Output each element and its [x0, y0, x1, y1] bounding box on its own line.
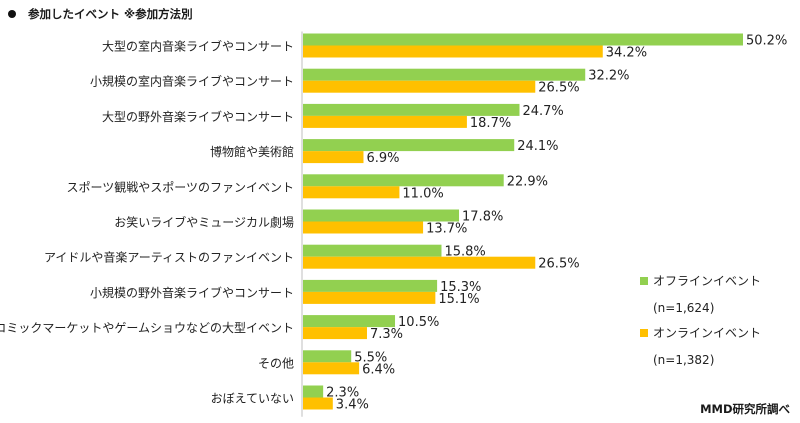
bar-online [303, 291, 436, 304]
bullet-icon [8, 10, 16, 18]
data-label-offline: 15.3% [440, 280, 481, 295]
data-label-offline: 24.7% [522, 104, 563, 119]
bar-online [303, 397, 333, 410]
category-label: コミックマーケットやゲームショウなどの大型イベント [0, 321, 294, 335]
category-label: アイドルや音楽アーティストのファンイベント [44, 250, 294, 265]
bar-online [303, 115, 467, 128]
data-label-offline: 22.9% [507, 174, 548, 189]
data-label-offline: 32.2% [588, 69, 629, 84]
category-label: 小規模の室内音楽ライブやコンサート [90, 74, 294, 89]
data-label-online: 11.0% [402, 186, 443, 201]
bar-offline [303, 139, 515, 152]
data-label-online: 3.4% [336, 398, 369, 413]
data-label-online: 7.3% [370, 327, 403, 342]
data-label-offline: 15.8% [444, 245, 485, 260]
data-label-online: 13.7% [426, 222, 467, 237]
bar-online [303, 256, 536, 269]
bar-offline [303, 209, 460, 222]
data-label-online: 34.2% [606, 46, 647, 61]
bar-online [303, 151, 364, 164]
bar-online [303, 45, 603, 58]
bar-online [303, 362, 360, 375]
data-label-offline: 2.3% [326, 386, 359, 401]
legend-n-offline: (n=1,624) [653, 301, 714, 315]
data-label-offline: 24.1% [517, 139, 558, 154]
legend-swatch-offline [640, 277, 648, 285]
data-label-online: 15.1% [438, 292, 479, 307]
bar-offline [303, 350, 352, 363]
bar-online [303, 327, 367, 340]
data-label-online: 18.7% [470, 116, 511, 131]
legend-label-offline: オフラインイベント [653, 274, 761, 288]
data-label-online: 6.9% [366, 151, 399, 166]
category-label: 小規模の野外音楽ライブやコンサート [90, 285, 294, 300]
category-label: 博物館や美術館 [210, 144, 294, 159]
legend-label-online: オンラインイベント [653, 326, 761, 340]
legend-n-online: (n=1,382) [653, 353, 714, 367]
bar-online [303, 221, 424, 234]
data-label-offline: 5.5% [354, 350, 387, 365]
data-label-online: 26.5% [538, 81, 579, 96]
category-label: スポーツ観戦やスポーツのファンイベント [66, 180, 294, 194]
category-label: その他 [258, 356, 294, 370]
category-label: 大型の野外音楽ライブやコンサート [102, 109, 294, 124]
bar-offline [303, 68, 586, 81]
source-label: MMD研究所調べ [700, 402, 790, 416]
data-label-offline: 50.2% [746, 34, 787, 49]
data-label-online: 6.4% [362, 362, 395, 377]
legend-swatch-online [640, 329, 648, 337]
bar-offline [303, 174, 504, 187]
bar-online [303, 186, 400, 199]
category-label: おぼえていない [211, 392, 294, 406]
bar-offline [303, 103, 520, 116]
data-label-offline: 10.5% [398, 315, 439, 330]
bar-offline [303, 33, 743, 46]
bar-offline [303, 315, 396, 328]
bar-offline [303, 385, 324, 398]
data-label-online: 26.5% [538, 257, 579, 272]
bar-offline [303, 279, 438, 292]
category-label: 大型の室内音楽ライブやコンサート [102, 39, 294, 54]
category-label: お笑いライブやミュージカル劇場 [114, 215, 294, 230]
data-label-offline: 17.8% [462, 210, 503, 225]
chart-title: 参加したイベント ※参加方法別 [28, 7, 193, 21]
bar-online [303, 80, 536, 93]
bar-offline [303, 244, 442, 257]
chart-title-row: 参加したイベント ※参加方法別 [8, 6, 193, 22]
